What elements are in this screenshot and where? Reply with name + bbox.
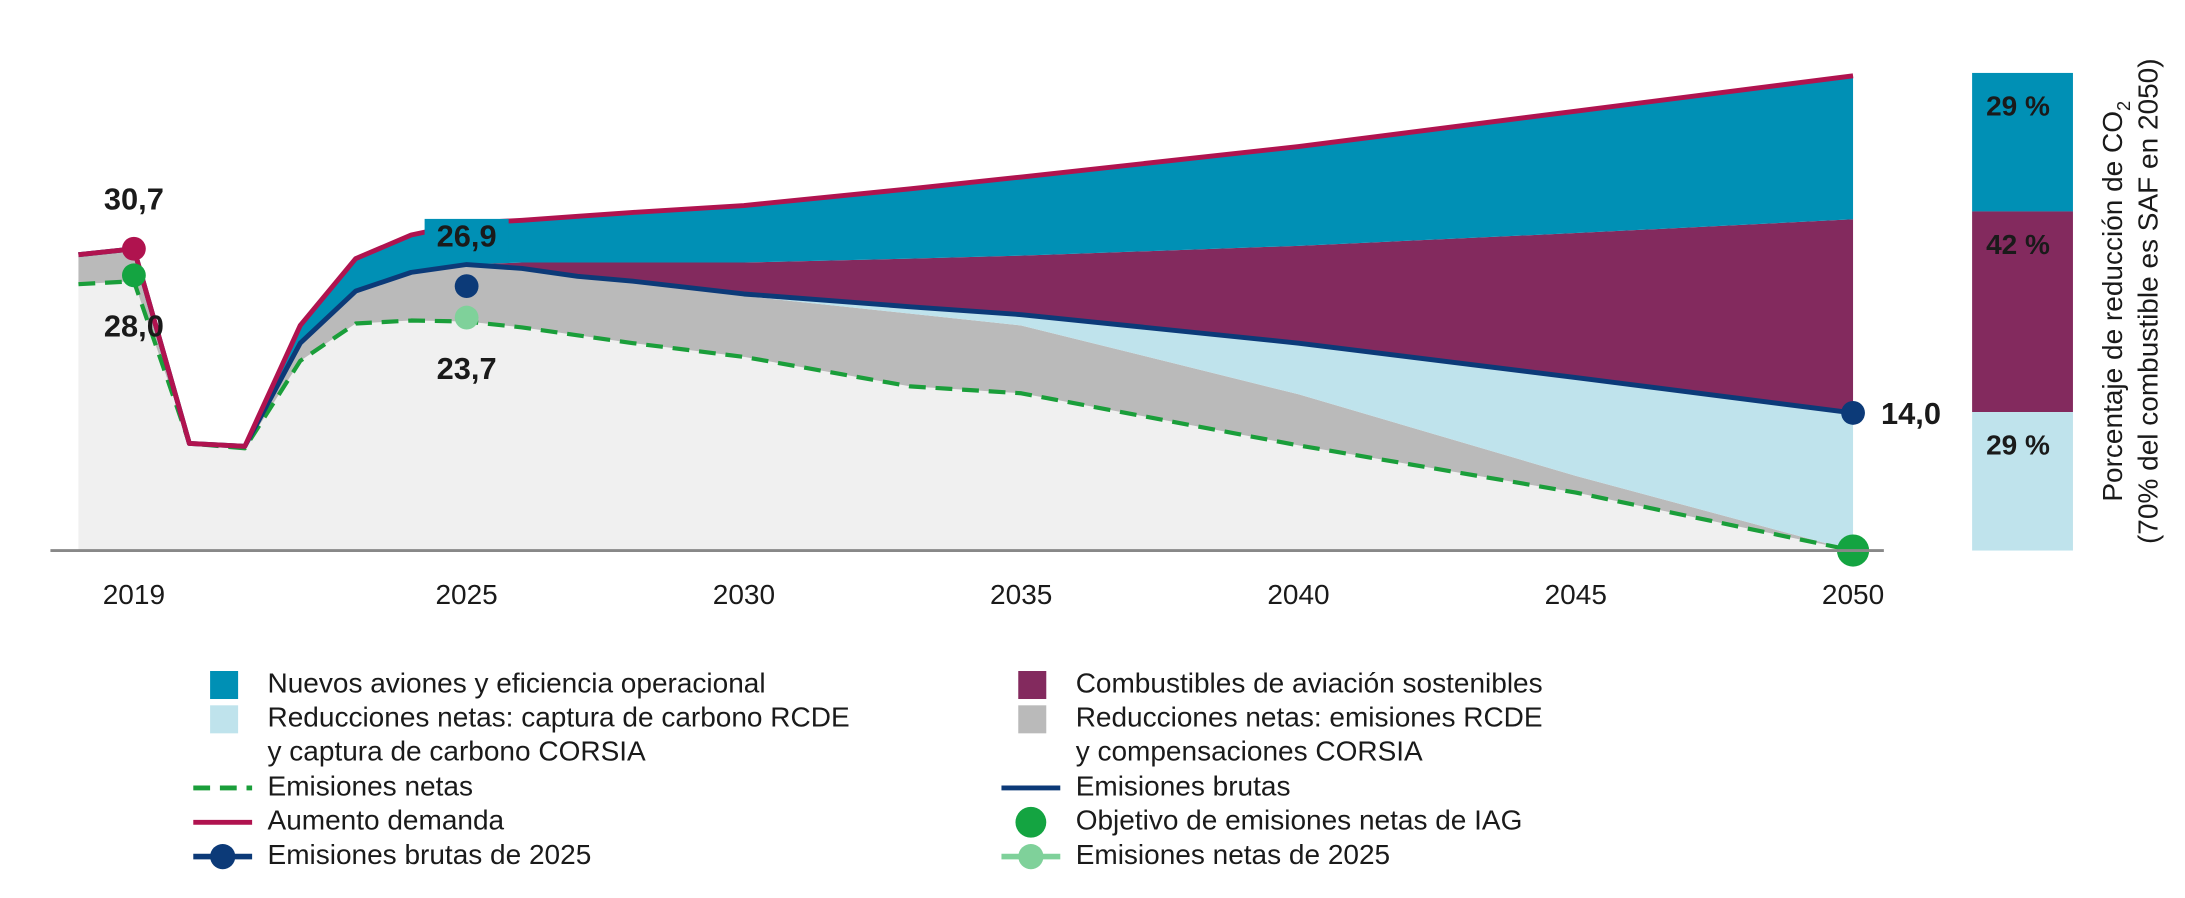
reduction-label: 29 % <box>1986 90 2050 121</box>
bar-title-text: Porcentaje de reducción de CO <box>2097 111 2128 502</box>
marker <box>454 305 479 330</box>
x-tick-label: 2045 <box>1545 579 1607 610</box>
legend-label: Aumento demanda <box>268 805 505 836</box>
x-tick-label: 2030 <box>713 579 775 610</box>
areas <box>78 75 1854 551</box>
legend-label: Reducciones netas: emisiones RCDE y compe… <box>1076 702 1543 767</box>
annotation-label: 30,7 <box>104 181 164 216</box>
legend-label: Combustibles de aviación sostenibles <box>1076 667 1543 698</box>
legend-swatch <box>1018 671 1047 700</box>
legend-swatch <box>1018 705 1047 734</box>
reduction-segment <box>1972 412 2073 551</box>
x-tick-label: 2040 <box>1267 579 1329 610</box>
legend-label: Emisiones brutas <box>1076 770 1291 801</box>
reduction-label: 42 % <box>1986 229 2050 260</box>
marker <box>454 274 479 299</box>
legend-label-line: Reducciones netas: emisiones RCDE <box>1076 702 1543 733</box>
area <box>78 248 1854 551</box>
reduction-segment <box>1972 72 2073 212</box>
area <box>78 248 1854 551</box>
bar-title: Porcentaje de reducción de CO2 <box>2097 101 2133 502</box>
area <box>78 281 1854 551</box>
annotation-marker <box>121 263 146 288</box>
legend-marker <box>1015 806 1047 838</box>
line <box>78 73 1854 449</box>
annotation-marker <box>121 236 146 261</box>
legend-marker <box>210 843 236 870</box>
legend-marker <box>1018 843 1044 870</box>
legend-label: Reducciones netas: captura de carbono RC… <box>268 702 850 767</box>
legend-swatch <box>210 671 239 700</box>
lines <box>78 73 1854 553</box>
legend-label: Nuevos aviones y eficiencia operacional <box>268 667 766 698</box>
x-tick-label: 2025 <box>435 579 497 610</box>
legend-swatch <box>210 705 239 734</box>
x-tick-label: 2050 <box>1822 579 1884 610</box>
legend-label: Emisiones netas de 2025 <box>1076 839 1390 870</box>
legend-label-line: Reducciones netas: captura de carbono RC… <box>268 702 850 733</box>
legend-label: Emisiones brutas de 2025 <box>268 839 592 870</box>
legend-label-line: y compensaciones CORSIA <box>1076 736 1423 767</box>
area <box>78 75 1854 447</box>
area <box>78 219 1854 447</box>
bar-title-subscript: 2 <box>2114 101 2134 111</box>
label-background <box>424 218 509 259</box>
bar-subtitle: (70% del combustible es SAF en 2050) <box>2132 58 2163 544</box>
x-tick-label: 2035 <box>990 579 1052 610</box>
annotation-label: 28,0 <box>104 309 164 344</box>
annotation-label: 14,0 <box>1881 396 1941 431</box>
legend-label: Objetivo de emisiones netas de IAG <box>1076 805 1523 836</box>
reduction-segment <box>1972 211 2073 413</box>
value-label: 23,7 <box>437 351 497 386</box>
legend-label: Emisiones netas <box>268 770 473 801</box>
x-tick-label: 2019 <box>103 579 165 610</box>
value-label: 26,9 <box>437 219 497 254</box>
line <box>78 279 1854 553</box>
reduction-label: 29 % <box>1986 429 2050 460</box>
annotation-marker <box>1841 401 1865 425</box>
legend-label-line: y captura de carbono CORSIA <box>268 736 647 767</box>
